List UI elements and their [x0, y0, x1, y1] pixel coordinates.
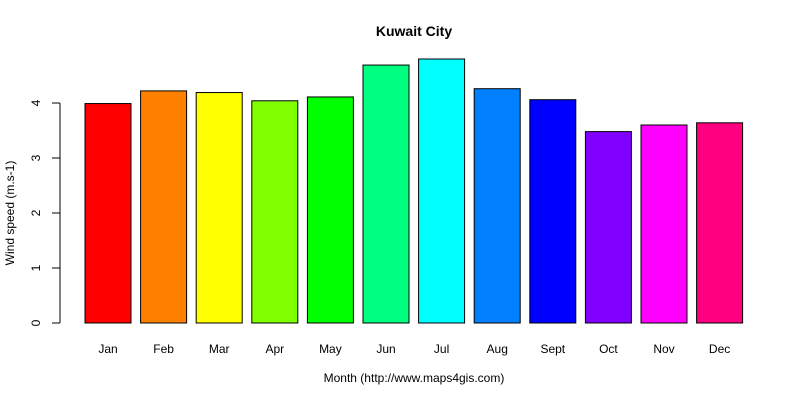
x-tick-label: Sept: [540, 342, 565, 356]
bar-feb: [140, 90, 188, 324]
x-tick-label: Aug: [487, 342, 508, 356]
bar-sept: [529, 99, 577, 324]
x-tick-label: Nov: [653, 342, 674, 356]
bars-group: [84, 58, 744, 324]
y-tick-label: 0: [29, 319, 43, 326]
x-tick-label: Feb: [153, 342, 174, 356]
x-tick-label: Dec: [709, 342, 730, 356]
y-tick-label: 1: [29, 264, 43, 271]
bar-oct: [584, 131, 632, 324]
bar-mar: [195, 92, 243, 324]
y-axis-ticks: 0 1 2 3 4: [29, 99, 60, 326]
bar-apr: [251, 100, 299, 324]
bar-nov: [640, 124, 688, 324]
x-tick-label: Mar: [209, 342, 230, 356]
y-tick-label: 2: [29, 209, 43, 216]
x-axis-title: Month (http://www.maps4gis.com): [324, 371, 505, 385]
x-tick-label: Jun: [376, 342, 395, 356]
bar-dec: [696, 122, 744, 324]
bar-may: [306, 96, 354, 324]
bar-jan: [84, 103, 132, 324]
x-tick-label: Jan: [98, 342, 117, 356]
x-tick-label: Apr: [265, 342, 284, 356]
x-axis-labels: Jan Feb Mar Apr May Jun Jul Aug Sept Oct Nov Dec: [98, 342, 730, 356]
y-tick-label: 4: [29, 99, 43, 106]
bar-aug: [473, 88, 521, 324]
y-axis-title: Wind speed (m.s-1): [3, 161, 17, 266]
x-tick-label: May: [319, 342, 342, 356]
chart-title: Kuwait City: [376, 23, 452, 39]
x-tick-label: Jul: [434, 342, 449, 356]
bar-jun: [362, 64, 410, 324]
bar-jul: [418, 58, 466, 324]
x-tick-label: Oct: [599, 342, 618, 356]
y-tick-label: 3: [29, 154, 43, 161]
